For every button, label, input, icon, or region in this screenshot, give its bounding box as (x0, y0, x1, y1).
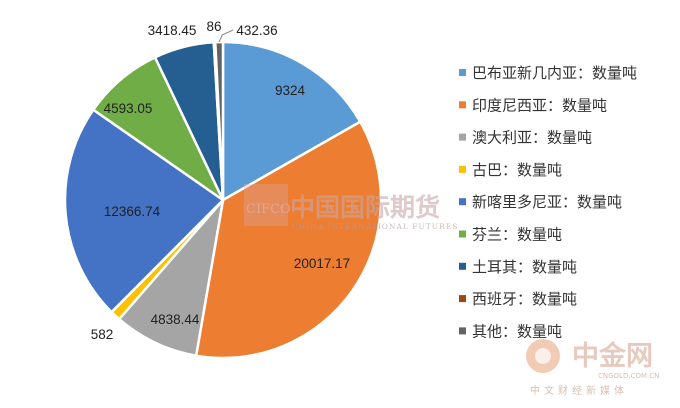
legend-swatch-5 (459, 198, 466, 206)
data-labels: 9324 20017.17 4838.44 582 12366.74 4593.05 341… (91, 19, 350, 342)
legend-label-9: 其他：数量吨 (472, 322, 562, 340)
data-label-7: 3418.45 (148, 23, 197, 38)
cngold-logo-inner (535, 348, 551, 364)
cifco-english-name: CHINA INTERNATIONAL FUTURES (292, 222, 458, 231)
legend-label-3: 澳大利亚：数量吨 (472, 129, 592, 147)
pie-slice-2 (194, 120, 383, 360)
cifco-watermark: CIFCO 中国国际期货 CHINA INTERNATIONAL FUTURES (244, 184, 458, 231)
data-label-6: 4593.05 (104, 101, 153, 116)
data-label-5: 12366.74 (104, 204, 161, 219)
data-label-8: 86 (206, 19, 221, 34)
cngold-watermark: 中金网 CNGOLD.COM.CN 中文财经新媒体 (526, 339, 659, 397)
data-label-3: 4838.44 (151, 312, 200, 327)
data-label-9: 432.36 (236, 23, 277, 38)
legend-swatch-6 (459, 230, 466, 238)
legend-label-4: 古巴：数量吨 (472, 161, 562, 179)
legend-swatch-9 (459, 327, 466, 335)
pie-slices (63, 40, 383, 360)
cngold-subtitle: 中文财经新媒体 (530, 384, 628, 397)
cifco-logo-box (244, 184, 288, 226)
legend-swatch-2 (459, 101, 466, 109)
legend-swatch-4 (459, 165, 466, 173)
legend-label-6: 芬兰：数量吨 (472, 226, 562, 244)
cngold-url: CNGOLD.COM.CN (598, 372, 659, 380)
leader-lines (218, 29, 234, 43)
legend-label-1: 巴布亚新几内亚：数量吨 (472, 64, 637, 82)
pie-slice-3 (117, 198, 225, 357)
legend-swatch-1 (459, 69, 466, 76)
pie-slice-5 (63, 108, 225, 314)
data-label-2: 20017.17 (294, 256, 350, 271)
legend-label-8: 西班牙：数量吨 (472, 290, 577, 308)
data-label-4: 582 (91, 327, 114, 342)
legend-label-5: 新喀里多尼亚：数量吨 (472, 193, 622, 211)
legend-label-2: 印度尼西亚：数量吨 (472, 96, 607, 114)
legend-swatch-3 (459, 133, 466, 141)
cifco-chinese-name: 中国国际期货 (290, 193, 440, 222)
leader-line-other (218, 29, 234, 43)
legend-swatch-7 (459, 262, 466, 270)
legend-label-7: 土耳其：数量吨 (472, 258, 577, 276)
pie-slice-1 (221, 40, 362, 202)
legend-swatch-8 (459, 295, 466, 303)
cngold-chinese-name: 中金网 (572, 340, 653, 372)
cifco-logo-text: CIFCO (246, 202, 291, 217)
data-label-1: 9324 (275, 83, 306, 98)
pie-slice-9 (214, 40, 225, 202)
legend: 巴布亚新几内亚：数量吨印度尼西亚：数量吨澳大利亚：数量吨古巴：数量吨新喀里多尼亚… (459, 64, 637, 340)
